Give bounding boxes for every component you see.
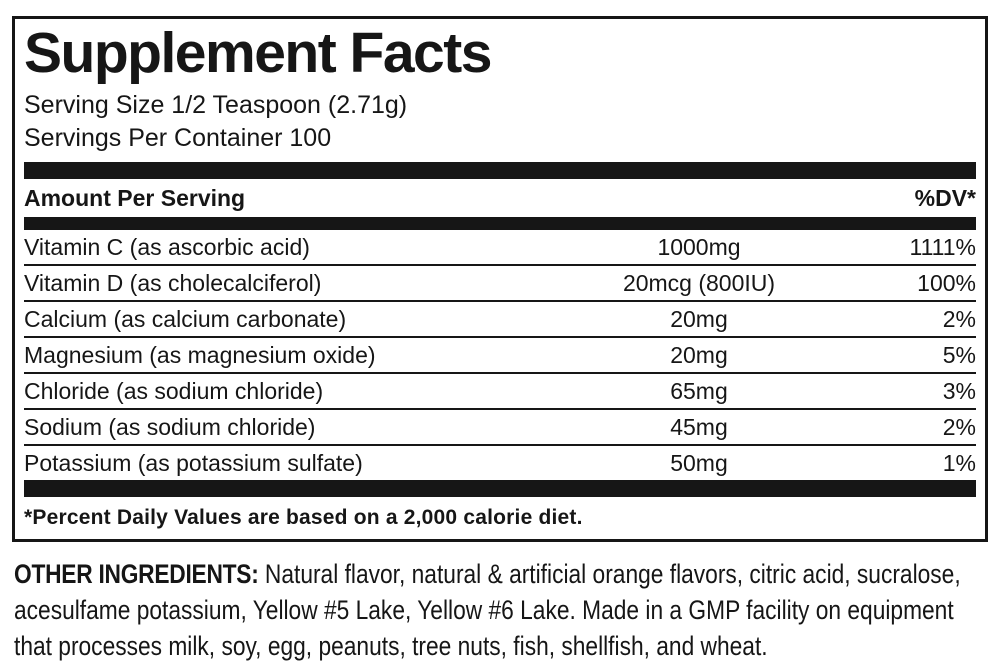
nutrient-amount: 20mg: [670, 305, 728, 332]
divider-mid: [24, 217, 976, 230]
supplement-facts-panel: Supplement Facts Serving Size 1/2 Teaspo…: [12, 16, 988, 542]
nutrient-row: Vitamin C (as ascorbic acid) 1000mg 1111…: [24, 230, 976, 266]
nutrient-row: Vitamin D (as cholecalciferol) 20mcg (80…: [24, 266, 976, 302]
amount-per-serving-header: Amount Per Serving: [24, 184, 246, 211]
nutrient-dv: 2%: [942, 413, 976, 440]
divider-thick-bottom: [24, 480, 976, 497]
percent-dv-header: %DV*: [914, 184, 976, 211]
other-ingredients-text: Natural flavor, natural & artificial ora…: [14, 559, 961, 661]
nutrient-amount: 65mg: [670, 377, 728, 404]
nutrient-dv: 1111%: [909, 233, 977, 260]
nutrient-amount: 20mg: [670, 341, 728, 368]
nutrient-amount: 45mg: [670, 413, 728, 440]
serving-size: Serving Size 1/2 Teaspoon (2.71g): [24, 91, 408, 119]
nutrient-row: Potassium (as potassium sulfate) 50mg 1%: [24, 446, 976, 480]
nutrient-name: Chloride (as sodium chloride): [24, 377, 324, 404]
servings-per-container: Servings Per Container 100: [24, 124, 332, 152]
daily-value-footnote: *Percent Daily Values are based on a 2,0…: [24, 506, 583, 529]
nutrient-dv: 3%: [942, 377, 976, 404]
other-ingredients-paragraph: OTHER INGREDIENTS: Natural flavor, natur…: [14, 556, 995, 664]
other-ingredients-label: OTHER INGREDIENTS:: [14, 559, 259, 589]
nutrient-row: Sodium (as sodium chloride) 45mg 2%: [24, 410, 976, 446]
nutrient-name: Magnesium (as magnesium oxide): [24, 341, 376, 368]
column-header-row: Amount Per Serving %DV*: [24, 179, 976, 217]
panel-title: Supplement Facts: [24, 21, 492, 85]
nutrient-amount: 1000mg: [657, 233, 741, 260]
nutrient-amount: 20mcg (800IU): [622, 269, 776, 296]
nutrient-dv: 2%: [942, 305, 976, 332]
nutrient-name: Sodium (as sodium chloride): [24, 413, 316, 440]
nutrient-name: Vitamin D (as cholecalciferol): [24, 269, 322, 296]
nutrient-name: Calcium (as calcium carbonate): [24, 305, 347, 332]
nutrient-name: Potassium (as potassium sulfate): [24, 449, 363, 476]
nutrient-row: Calcium (as calcium carbonate) 20mg 2%: [24, 302, 976, 338]
nutrient-table: Vitamin C (as ascorbic acid) 1000mg 1111…: [24, 230, 976, 480]
nutrient-row: Magnesium (as magnesium oxide) 20mg 5%: [24, 338, 976, 374]
nutrient-dv: 100%: [917, 269, 976, 296]
divider-thick-top: [24, 162, 976, 179]
nutrient-row: Chloride (as sodium chloride) 65mg 3%: [24, 374, 976, 410]
nutrient-amount: 50mg: [670, 449, 728, 476]
nutrient-dv: 5%: [942, 341, 976, 368]
nutrient-dv: 1%: [942, 449, 976, 476]
nutrient-name: Vitamin C (as ascorbic acid): [24, 233, 310, 260]
